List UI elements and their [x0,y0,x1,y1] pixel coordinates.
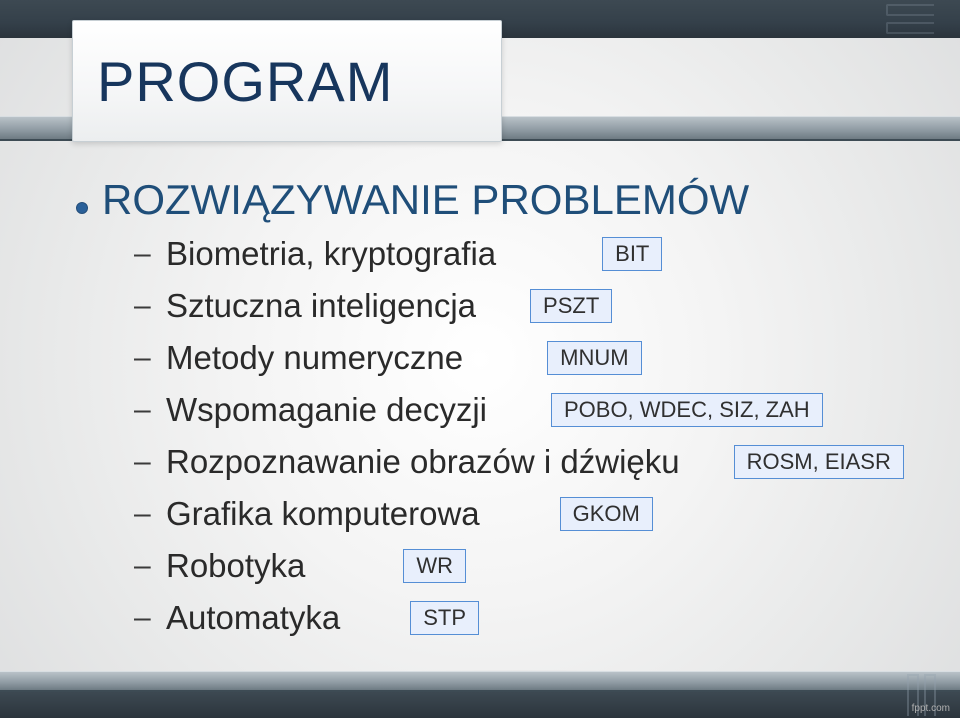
section-heading: ROZWIĄZYWANIE PROBLEMÓW [102,176,749,224]
dash-icon: – [134,499,152,529]
tag-box: POBO, WDEC, SIZ, ZAH [551,393,823,427]
dash-icon: – [134,291,152,321]
tag-box: WR [403,549,466,583]
slide: LLED COLOR RANGE MPLETE RGB GAMMA CMYK T… [0,0,960,718]
list-item: – Automatyka STP [134,594,940,642]
item-label: Biometria, kryptografia [166,235,496,273]
list-item: – Metody numeryczne MNUM [134,334,940,382]
item-label: Sztuczna inteligencja [166,287,476,325]
tag-box: ROSM, EIASR [734,445,904,479]
item-label: Grafika komputerowa [166,495,480,533]
tag-box: STP [410,601,479,635]
list-item: – Grafika komputerowa GKOM [134,490,940,538]
footer-light-bar [0,671,960,692]
item-label: Metody numeryczne [166,339,463,377]
item-label: Automatyka [166,599,340,637]
tag-box: GKOM [560,497,653,531]
corner-deco-top [886,4,934,34]
list-item: – Biometria, kryptografia BIT [134,230,940,278]
footer-dark-bar [0,692,960,718]
list-item: – Wspomaganie decyzji POBO, WDEC, SIZ, Z… [134,386,940,434]
bullet-icon [76,202,88,214]
tag-box: BIT [602,237,662,271]
body-content: ROZWIĄZYWANIE PROBLEMÓW – Biometria, kry… [76,176,940,646]
tag-box: MNUM [547,341,641,375]
slide-title: PROGRAM [97,49,393,114]
list-item: – Sztuczna inteligencja PSZT [134,282,940,330]
title-panel: PROGRAM [72,20,502,142]
list-item: – Rozpoznawanie obrazów i dźwięku ROSM, … [134,438,940,486]
dash-icon: – [134,343,152,373]
dash-icon: – [134,395,152,425]
tag-box: PSZT [530,289,612,323]
list-item: – Robotyka WR [134,542,940,590]
dash-icon: – [134,603,152,633]
dash-icon: – [134,551,152,581]
item-label: Wspomaganie decyzji [166,391,487,429]
dash-icon: – [134,239,152,269]
dash-icon: – [134,447,152,477]
item-label: Robotyka [166,547,305,585]
footer-link: fppt.com [912,703,950,714]
section-heading-row: ROZWIĄZYWANIE PROBLEMÓW [76,176,940,224]
item-label: Rozpoznawanie obrazów i dźwięku [166,443,680,481]
items-list: – Biometria, kryptografia BIT – Sztuczna… [134,230,940,642]
